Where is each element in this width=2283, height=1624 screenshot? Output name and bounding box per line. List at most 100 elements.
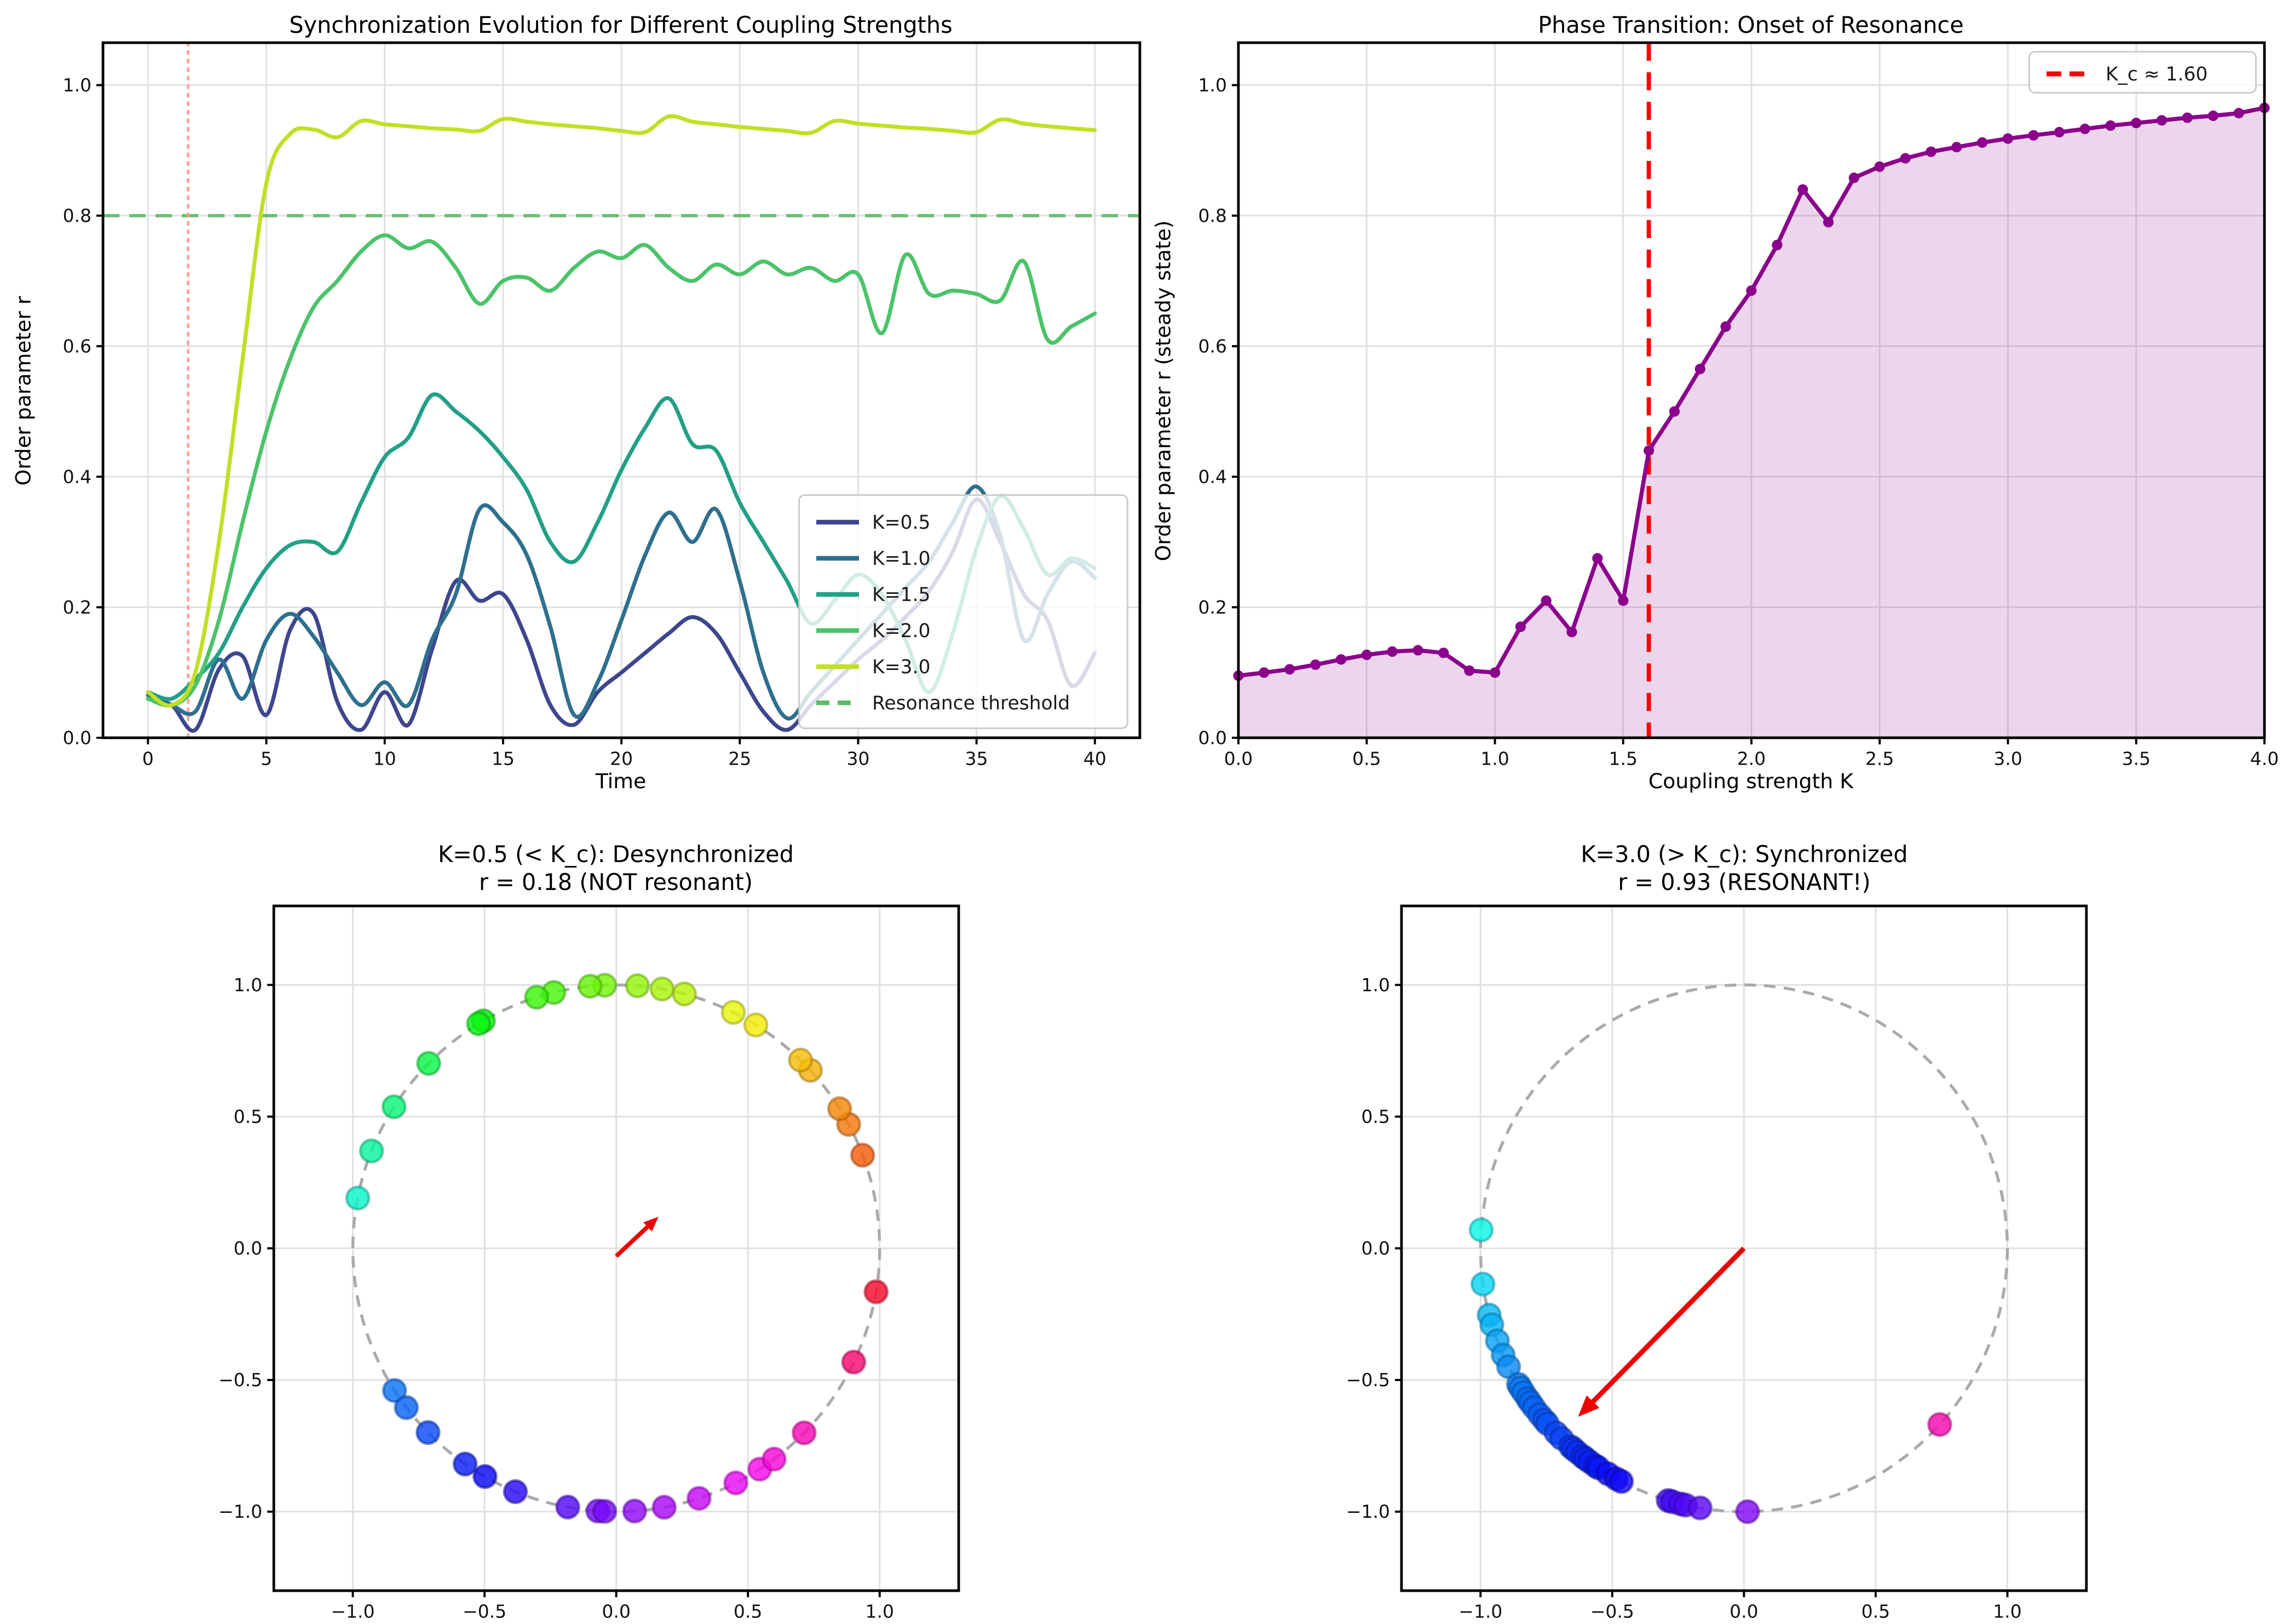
y-axis-label-steady-state: Order parameter r (steady state) (1150, 220, 1175, 562)
y-tick-label: 0.0 (234, 1238, 262, 1259)
x-tick-label: 25 (728, 748, 751, 769)
series-line-K=2.0 (146, 233, 1097, 708)
data-point-marker (1515, 621, 1526, 632)
x-tick-label: −1.0 (1458, 1601, 1502, 1622)
oscillator-phase-dot (788, 1047, 814, 1073)
x-tick-label: 0.5 (734, 1601, 762, 1622)
oscillator-phase-dot (792, 1420, 817, 1446)
oscillator-phase-dot (416, 1050, 441, 1076)
oscillator-phase-dot (394, 1395, 419, 1420)
y-tick-label: 1.0 (234, 974, 262, 996)
oscillator-phase-dot (622, 1498, 648, 1524)
y-tick-label: 0.4 (63, 466, 91, 487)
x-tick-label: 15 (492, 748, 515, 769)
oscillator-phase-dot (1470, 1272, 1496, 1297)
panel-title-synchronized: K=3.0 (> K_c): Synchronized (1581, 842, 1908, 869)
legend-line-sample (815, 626, 861, 635)
data-point-marker (2131, 118, 2142, 129)
legend-entry: Resonance threshold (815, 685, 1112, 721)
data-point-marker (1259, 667, 1270, 678)
x-tick-label: 40 (1083, 748, 1106, 769)
x-tick-label: 0 (142, 748, 154, 769)
x-tick-label: 1.0 (1993, 1601, 2021, 1622)
y-tick-label: 0.0 (1198, 727, 1227, 748)
oscillator-phase-dot (382, 1378, 407, 1403)
oscillator-phase-dot (524, 985, 549, 1010)
data-point-marker (2079, 123, 2090, 135)
legend-label: K=0.5 (872, 511, 931, 534)
data-point-marker (1746, 285, 1757, 296)
panel-title-desynchronized: K=0.5 (< K_c): Desynchronized (438, 842, 794, 869)
data-point-marker (1413, 645, 1423, 656)
x-tick-label: 3.0 (1993, 748, 2022, 769)
oscillator-phase-dot (720, 999, 746, 1025)
y-tick-label: 1.0 (63, 74, 91, 96)
data-point-marker (1361, 649, 1372, 660)
phase-transition-plot: 0.0 0.5 1.0 1.5 2.0 2.5 3.0 3.5 4.0 0.0 0.2 0.4 0.6 0… (1198, 41, 2279, 769)
x-axis-label-coupling-strength: Coupling strength K (1648, 768, 1854, 793)
legend-critical-coupling: K_c ≈ 1.60 (2028, 51, 2257, 94)
legend-line-sample (815, 698, 861, 708)
legend-coupling-strengths: K=0.5 K=1.0 K=1.5 K=2.0 K=3.0 Resonance thres… (798, 494, 1128, 729)
x-tick-label: 1.0 (1480, 748, 1509, 769)
x-tick-label: 1.5 (1609, 748, 1638, 769)
data-point-marker (1772, 240, 1783, 251)
data-point-marker (1720, 321, 1731, 332)
oscillator-phase-dot (1735, 1499, 1760, 1524)
panel-subtitle-desynchronized: r = 0.18 (NOT resonant) (478, 870, 753, 897)
data-point-marker (2028, 130, 2039, 141)
x-tick-label: 0.5 (1861, 1601, 1890, 1622)
legend-label: K=1.5 (872, 583, 931, 606)
data-point-marker (1644, 445, 1654, 456)
data-point-marker (1977, 137, 1988, 148)
data-point-marker (1618, 595, 1629, 606)
y-tick-label: 0.2 (63, 597, 91, 618)
y-tick-label: 0.5 (234, 1106, 262, 1127)
data-point-marker (1490, 667, 1501, 678)
y-tick-label: 0.5 (1361, 1106, 1390, 1127)
data-point-marker (1310, 659, 1321, 670)
desynchronized-phase-circle: −1.0 −0.5 0.0 0.5 1.0 −1.0 −0.5 0.0 0.5 1.0 (218, 904, 960, 1622)
legend-entry: K=0.5 (815, 504, 1112, 540)
oscillator-phase-dot (578, 973, 603, 999)
legend-entry: K=3.0 (815, 649, 1112, 685)
series-line-K=3.0 (146, 114, 1097, 708)
oscillator-phase-dot (472, 1464, 498, 1489)
oscillator-phase-dot (359, 1138, 384, 1164)
data-point-marker (2002, 133, 2014, 144)
data-point-marker (1694, 363, 1705, 374)
oscillator-phase-dot (345, 1185, 371, 1211)
x-tick-label: 4.0 (2250, 748, 2279, 769)
y-tick-label: 0.0 (63, 727, 91, 748)
legend-entry: K=1.5 (815, 576, 1112, 612)
oscillator-phase-dot (841, 1349, 867, 1375)
legend-label: K=1.0 (872, 547, 931, 570)
oscillator-phase-dot (466, 1011, 492, 1037)
oscillator-phase-dot (863, 1279, 889, 1304)
data-point-marker (1874, 161, 1885, 172)
y-tick-label: 0.6 (1198, 336, 1227, 357)
oscillator-phase-dot (687, 1486, 712, 1511)
data-point-marker (1669, 406, 1680, 417)
data-point-marker (2105, 120, 2116, 131)
oscillator-phase-dot (452, 1451, 478, 1477)
x-tick-label: 1.0 (866, 1601, 894, 1622)
data-point-marker (1900, 153, 1911, 164)
data-point-marker (1823, 217, 1834, 228)
data-point-marker (1925, 146, 1936, 157)
y-tick-label: 0.8 (1198, 205, 1227, 226)
sync-evolution-plot: 0 5 10 15 20 25 30 35 40 0.0 0.2 0.4 0.6 0.8 1.0 (63, 41, 1142, 769)
x-tick-label: 0.0 (602, 1601, 630, 1622)
y-tick-label: −1.0 (1346, 1501, 1390, 1522)
data-point-marker (2182, 112, 2193, 123)
oscillator-phase-dot (1687, 1495, 1713, 1521)
panel-title-sync-evolution: Synchronization Evolution for Different … (289, 13, 953, 39)
unit-circle (351, 983, 881, 1513)
x-tick-label: 2.5 (1865, 748, 1894, 769)
x-tick-label: 0.0 (1729, 1601, 1758, 1622)
data-point-marker (2157, 115, 2167, 126)
synchronized-phase-circle: −1.0 −0.5 0.0 0.5 1.0 −1.0 −0.5 0.0 0.5 1.0 (1346, 904, 2088, 1622)
data-point-marker (1387, 646, 1398, 657)
oscillator-phase-dot (652, 1494, 677, 1520)
